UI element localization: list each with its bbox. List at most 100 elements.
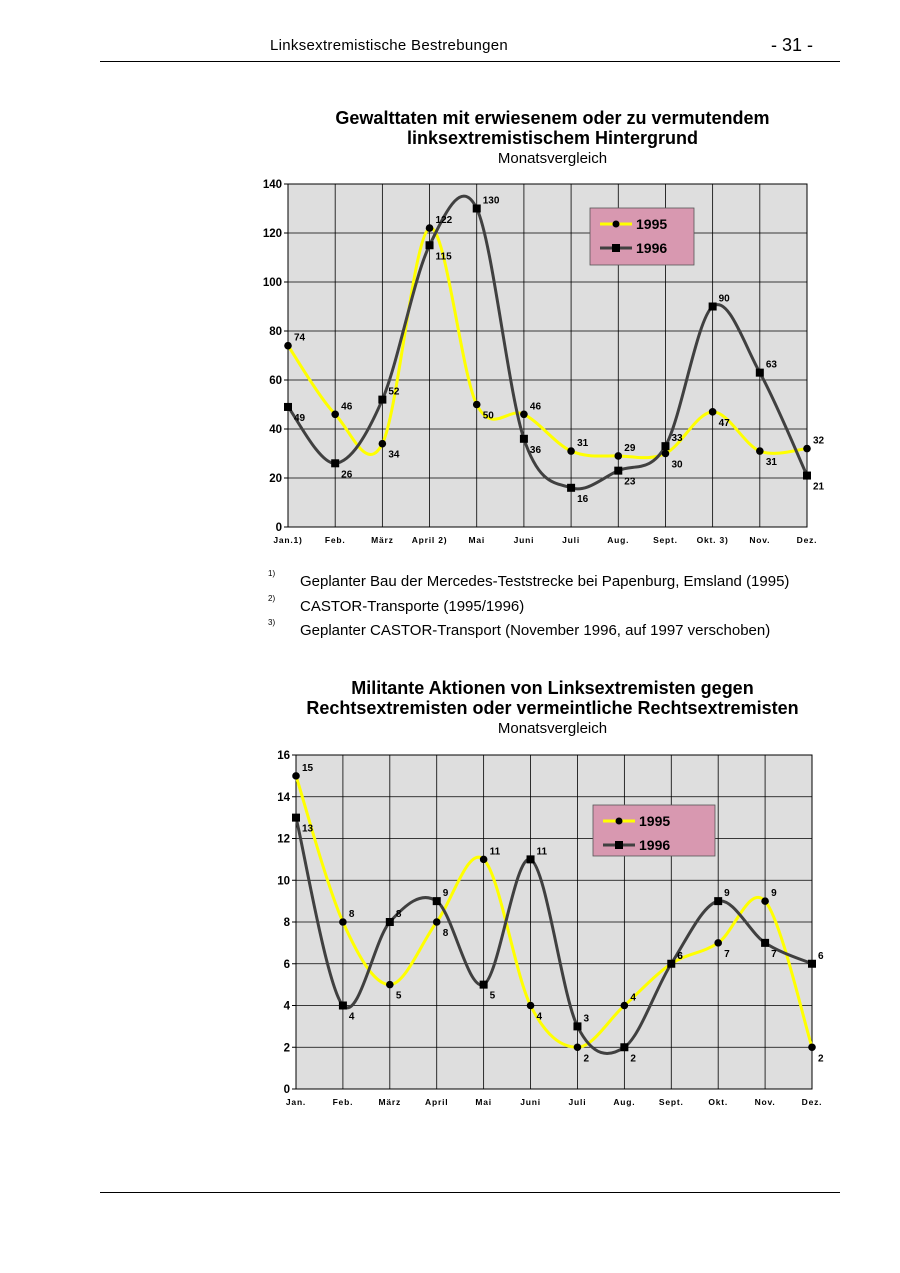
x-tick-label: Feb. bbox=[325, 535, 346, 545]
footnote-text: CASTOR-Transporte (1995/1996) bbox=[300, 598, 525, 615]
y-tick-label: 40 bbox=[269, 424, 282, 436]
point-1996 bbox=[803, 471, 811, 480]
y-tick-label: 10 bbox=[277, 875, 290, 887]
data-label-1995: 5 bbox=[396, 991, 402, 1002]
legend-label-1995: 1995 bbox=[639, 813, 670, 829]
data-label-1996: 130 bbox=[483, 196, 500, 207]
point-1995 bbox=[714, 939, 722, 947]
x-tick-label: Okt. 3) bbox=[697, 535, 729, 545]
data-label-1996: 23 bbox=[624, 477, 636, 488]
data-label-1995: 47 bbox=[719, 418, 731, 429]
point-1995 bbox=[661, 449, 670, 458]
y-tick-label: 12 bbox=[277, 834, 290, 846]
chart2-subtitle: Monatsvergleich bbox=[497, 720, 608, 737]
data-label-1996: 26 bbox=[341, 469, 353, 480]
x-tick-label: Juli bbox=[569, 1097, 587, 1107]
data-label-1996: 8 bbox=[396, 909, 402, 920]
point-1996 bbox=[385, 918, 394, 926]
footnote-mark: 1) bbox=[268, 569, 276, 578]
data-label-1996: 49 bbox=[294, 413, 306, 424]
legend-label-1996: 1996 bbox=[639, 837, 670, 853]
data-label-1995: 122 bbox=[436, 215, 453, 226]
legend-marker-1995 bbox=[612, 220, 620, 228]
data-label-1996: 33 bbox=[671, 433, 683, 444]
x-tick-label: Sept. bbox=[653, 535, 678, 545]
x-tick-label: Mai bbox=[475, 1097, 492, 1107]
data-label-1996: 2 bbox=[630, 1053, 636, 1064]
header-rule bbox=[100, 61, 840, 62]
y-tick-label: 0 bbox=[284, 1084, 290, 1096]
data-label-1996: 63 bbox=[766, 360, 778, 371]
x-tick-label: Aug. bbox=[607, 535, 629, 545]
header-title: Linksextremistische Bestrebungen bbox=[270, 37, 509, 54]
legend-marker-1996 bbox=[615, 841, 623, 849]
chart1-title-line1: Gewalttaten mit erwiesenem oder zu vermu… bbox=[335, 108, 770, 128]
y-tick-label: 80 bbox=[269, 326, 282, 338]
x-tick-label: Nov. bbox=[755, 1097, 776, 1107]
data-label-1996: 115 bbox=[436, 251, 453, 262]
point-1995 bbox=[620, 1001, 629, 1010]
x-tick-label: Sept. bbox=[659, 1097, 684, 1107]
legend-label-1995: 1995 bbox=[636, 216, 667, 232]
data-label-1995: 11 bbox=[490, 846, 501, 857]
x-tick-label: Jan. bbox=[286, 1097, 306, 1107]
data-label-1996: 13 bbox=[302, 824, 314, 835]
point-1996 bbox=[338, 1001, 347, 1010]
y-tick-label: 0 bbox=[276, 522, 282, 534]
point-1996 bbox=[519, 434, 528, 443]
point-1996 bbox=[472, 204, 481, 213]
point-1996 bbox=[614, 466, 623, 475]
legend-label-1996: 1996 bbox=[636, 240, 667, 256]
data-label-1996: 6 bbox=[818, 951, 824, 962]
point-1995 bbox=[339, 918, 347, 926]
point-1996 bbox=[284, 402, 292, 411]
data-label-1996: 52 bbox=[388, 387, 400, 398]
y-tick-label: 6 bbox=[284, 959, 290, 971]
point-1995 bbox=[479, 855, 488, 864]
data-label-1995: 7 bbox=[724, 949, 730, 960]
legend-box bbox=[592, 804, 716, 857]
point-1995 bbox=[567, 447, 575, 455]
x-tick-label: Dez. bbox=[802, 1097, 823, 1107]
data-label-1996: 11 bbox=[537, 846, 548, 857]
point-1996 bbox=[761, 938, 770, 947]
data-label-1996: 21 bbox=[813, 482, 825, 493]
point-1995 bbox=[520, 410, 528, 419]
point-1996 bbox=[667, 959, 676, 968]
point-1995 bbox=[284, 341, 292, 350]
point-1996 bbox=[620, 1043, 629, 1052]
data-label-1995: 74 bbox=[294, 333, 306, 344]
footnote-mark: 2) bbox=[268, 594, 276, 603]
data-label-1995: 29 bbox=[624, 443, 636, 454]
chart1-subtitle: Monatsvergleich bbox=[497, 150, 608, 167]
y-tick-label: 4 bbox=[284, 1001, 291, 1013]
point-1995 bbox=[331, 410, 339, 419]
point-1995 bbox=[614, 452, 623, 460]
data-label-1995: 6 bbox=[677, 951, 683, 962]
point-1995 bbox=[708, 408, 717, 416]
point-1995 bbox=[472, 400, 481, 409]
data-label-1995: 4 bbox=[537, 1012, 543, 1023]
data-label-1996: 9 bbox=[443, 888, 449, 899]
point-1995 bbox=[761, 897, 769, 905]
legend-marker-1996 bbox=[612, 244, 620, 252]
y-tick-label: 60 bbox=[269, 375, 282, 387]
point-1995 bbox=[573, 1043, 582, 1052]
point-1996 bbox=[661, 442, 670, 451]
data-label-1995: 8 bbox=[443, 928, 449, 939]
legend-marker-1995 bbox=[615, 817, 623, 825]
point-1995 bbox=[526, 1001, 535, 1010]
point-1996 bbox=[714, 897, 723, 906]
point-1996 bbox=[567, 483, 576, 492]
x-tick-label: April bbox=[425, 1097, 448, 1107]
plot-area bbox=[288, 184, 807, 527]
page-number: - 31 - bbox=[771, 35, 814, 55]
point-1996 bbox=[479, 980, 488, 989]
point-1995 bbox=[386, 980, 394, 989]
point-1996 bbox=[755, 368, 764, 377]
data-label-1996: 9 bbox=[724, 888, 730, 899]
footnote-text: Geplanter CASTOR-Transport (November 199… bbox=[300, 622, 771, 639]
data-label-1995: 4 bbox=[630, 993, 636, 1004]
data-label-1995: 31 bbox=[577, 438, 589, 449]
